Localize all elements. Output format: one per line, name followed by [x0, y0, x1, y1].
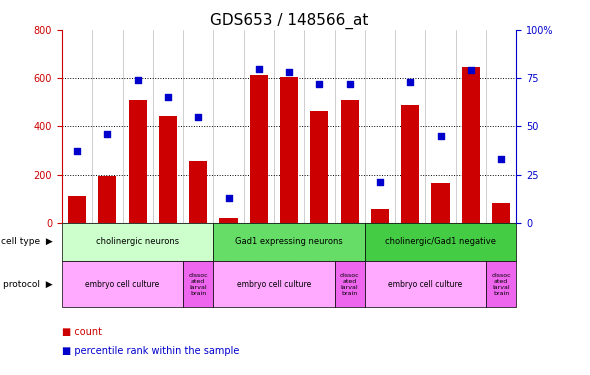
Bar — [183, 261, 214, 308]
Bar — [214, 223, 365, 261]
Bar — [431, 183, 450, 223]
Bar — [371, 210, 389, 223]
Bar — [62, 223, 214, 261]
Text: ■ count: ■ count — [62, 327, 102, 337]
Bar — [492, 203, 510, 223]
Bar — [189, 161, 207, 223]
Text: dissoc
ated
larval
brain: dissoc ated larval brain — [491, 273, 511, 296]
Title: GDS653 / 148566_at: GDS653 / 148566_at — [210, 12, 368, 28]
Bar — [365, 223, 516, 261]
Point — [466, 68, 476, 74]
Bar — [159, 116, 177, 223]
Point — [163, 94, 173, 100]
Bar — [486, 261, 516, 308]
Text: cell type  ▶: cell type ▶ — [1, 237, 53, 246]
Bar — [62, 261, 183, 308]
Point — [496, 156, 506, 162]
Bar — [340, 100, 359, 223]
Text: embryo cell culture: embryo cell culture — [86, 280, 160, 289]
Text: embryo cell culture: embryo cell culture — [388, 280, 463, 289]
Point — [194, 114, 203, 120]
Bar — [462, 68, 480, 223]
Point — [224, 195, 233, 201]
Text: cholinergic neurons: cholinergic neurons — [96, 237, 179, 246]
Point — [314, 81, 324, 87]
Point — [405, 79, 415, 85]
Bar — [401, 105, 419, 223]
Point — [103, 131, 112, 137]
Bar — [129, 100, 147, 223]
Text: protocol  ▶: protocol ▶ — [3, 280, 53, 289]
Bar — [280, 77, 298, 223]
Bar — [214, 261, 335, 308]
Text: ■ percentile rank within the sample: ■ percentile rank within the sample — [62, 346, 240, 355]
Bar — [365, 261, 486, 308]
Text: Gad1 expressing neurons: Gad1 expressing neurons — [235, 237, 343, 246]
Text: dissoc
ated
larval
brain: dissoc ated larval brain — [188, 273, 208, 296]
Point — [436, 133, 445, 139]
Point — [345, 81, 355, 87]
Text: cholinergic/Gad1 negative: cholinergic/Gad1 negative — [385, 237, 496, 246]
Bar — [335, 261, 365, 308]
Text: embryo cell culture: embryo cell culture — [237, 280, 311, 289]
Point — [375, 179, 385, 185]
Point — [73, 148, 82, 154]
Bar — [68, 196, 86, 223]
Bar — [310, 111, 329, 223]
Point — [284, 69, 294, 75]
Text: dissoc
ated
larval
brain: dissoc ated larval brain — [340, 273, 359, 296]
Bar — [99, 176, 116, 223]
Point — [254, 66, 264, 72]
Point — [133, 77, 142, 83]
Bar — [250, 75, 268, 223]
Bar — [219, 218, 238, 223]
